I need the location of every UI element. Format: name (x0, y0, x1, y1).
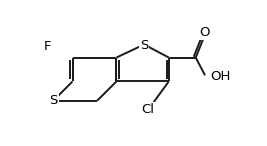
Text: O: O (200, 26, 210, 39)
Text: F: F (43, 40, 51, 53)
Text: OH: OH (210, 69, 231, 82)
Text: Cl: Cl (142, 103, 155, 116)
Text: S: S (49, 94, 57, 107)
Text: S: S (140, 39, 148, 52)
